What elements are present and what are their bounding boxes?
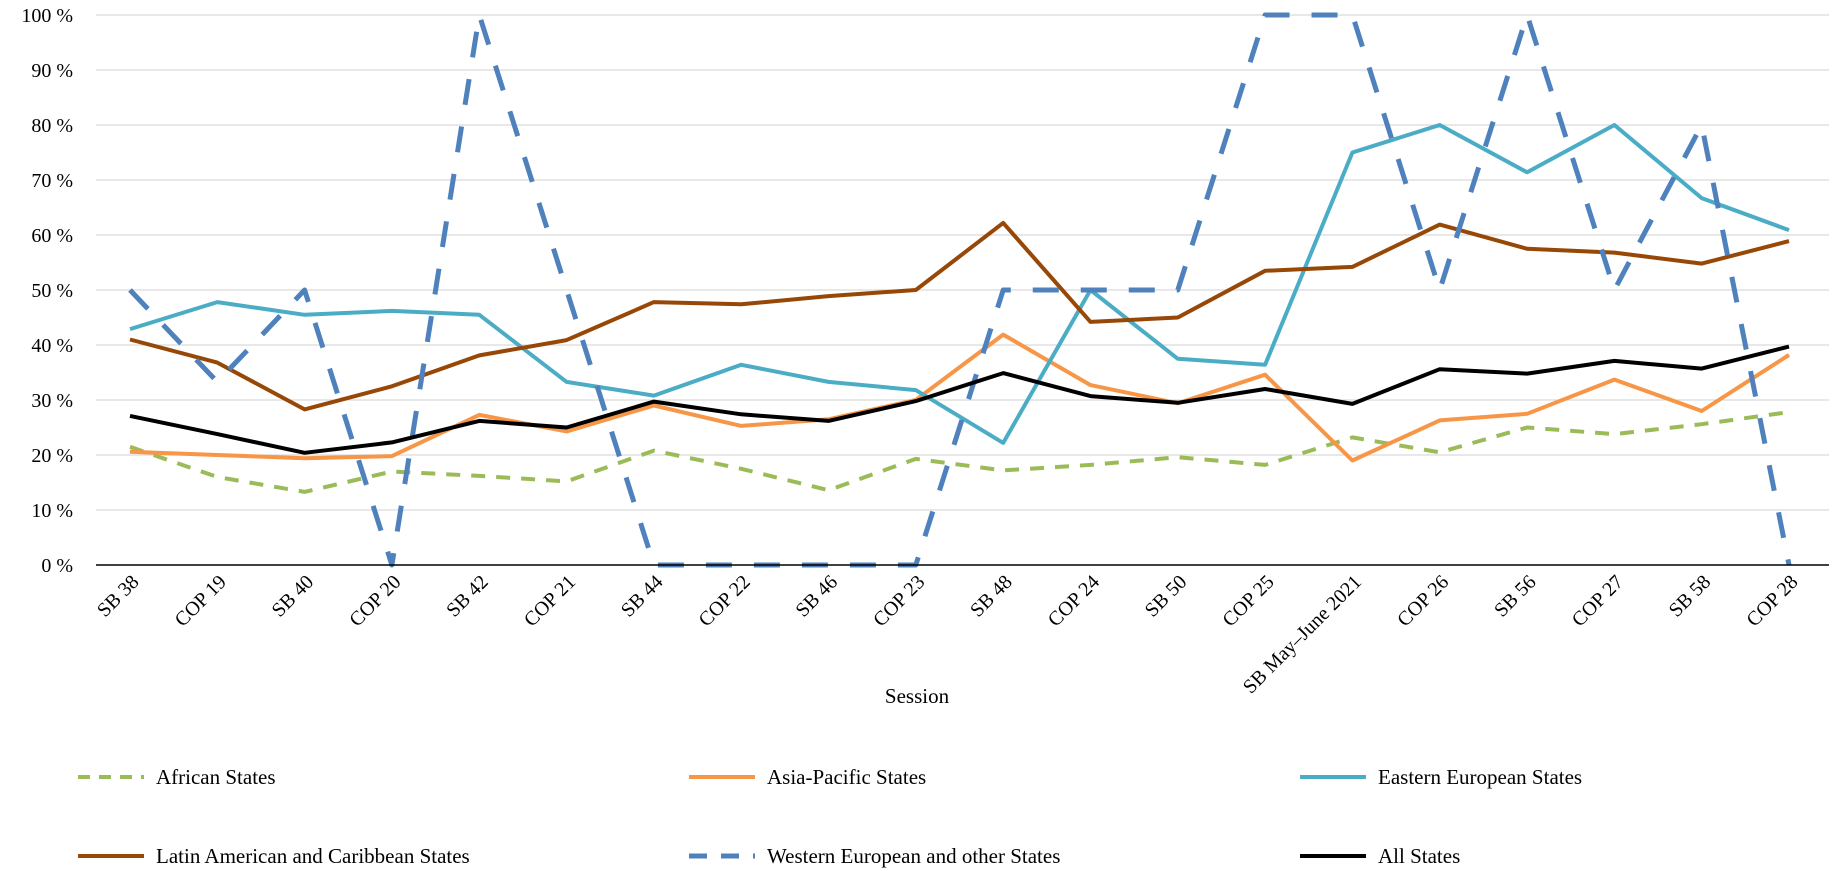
x-tick-label: COP 25 [1218, 571, 1278, 631]
x-tick-label: SB 42 [442, 571, 493, 622]
y-tick-label: 40 % [31, 335, 73, 357]
x-tick-label: SB 40 [268, 571, 319, 622]
series-line-western-european-and-other-states [128, 12, 1792, 568]
x-tick-label: COP 24 [1044, 571, 1104, 631]
x-tick-label: COP 21 [520, 571, 580, 631]
x-tick-label: SB 44 [617, 571, 668, 622]
legend-label: All States [1378, 844, 1460, 868]
x-tick-label: SB 58 [1665, 571, 1716, 622]
legend-label: Asia-Pacific States [767, 765, 926, 789]
x-tick-label: COP 26 [1393, 571, 1453, 631]
x-tick-label: COP 27 [1568, 571, 1628, 631]
y-tick-label: 0 % [41, 555, 73, 577]
y-tick-label: 100 % [21, 5, 73, 27]
y-tick-label: 60 % [31, 225, 73, 247]
x-tick-label: COP 20 [345, 571, 405, 631]
x-tick-label: SB 56 [1490, 571, 1541, 622]
series-line-eastern-european-states [129, 123, 1790, 445]
gridlines [96, 14, 1829, 511]
x-axis-title: Session [885, 684, 950, 708]
series-line-asia-pacific-states [129, 332, 1791, 463]
x-tick-label: SB 50 [1141, 571, 1192, 622]
y-tick-label: 80 % [31, 115, 73, 137]
x-tick-label: SB 46 [792, 571, 843, 622]
y-tick-label: 90 % [31, 60, 73, 82]
y-tick-label: 70 % [31, 170, 73, 192]
y-axis-tick-labels: 0 % 10 % 20 % 30 % 40 % 50 % 60 % 70 % 80 % 90 % 1… [21, 5, 73, 577]
x-tick-label: COP 22 [695, 571, 755, 631]
series-line-latin-american-and-caribbean-states [129, 220, 1790, 412]
series-line-all-states [129, 344, 1790, 455]
legend-label: Western European and other States [767, 844, 1060, 868]
y-tick-label: 10 % [31, 500, 73, 522]
legend-label: Eastern European States [1378, 765, 1582, 789]
legend-label: Latin American and Caribbean States [156, 844, 470, 868]
x-tick-label: COP 23 [869, 571, 929, 631]
y-tick-label: 20 % [31, 445, 73, 467]
x-tick-label: SB 48 [966, 571, 1017, 622]
x-tick-label: SB 38 [93, 571, 144, 622]
series-lines [128, 12, 1792, 568]
y-tick-label: 30 % [31, 390, 73, 412]
legend: African States Asia-Pacific States Eastern… [78, 765, 1582, 868]
legend-label: African States [156, 765, 276, 789]
x-tick-label: COP 28 [1742, 571, 1802, 631]
y-tick-label: 50 % [31, 280, 73, 302]
x-axis-tick-labels: SB 38 COP 19 SB 40 COP 20 SB 42 COP 21 SB 44 CO… [93, 571, 1803, 698]
x-tick-label: COP 19 [171, 571, 231, 631]
